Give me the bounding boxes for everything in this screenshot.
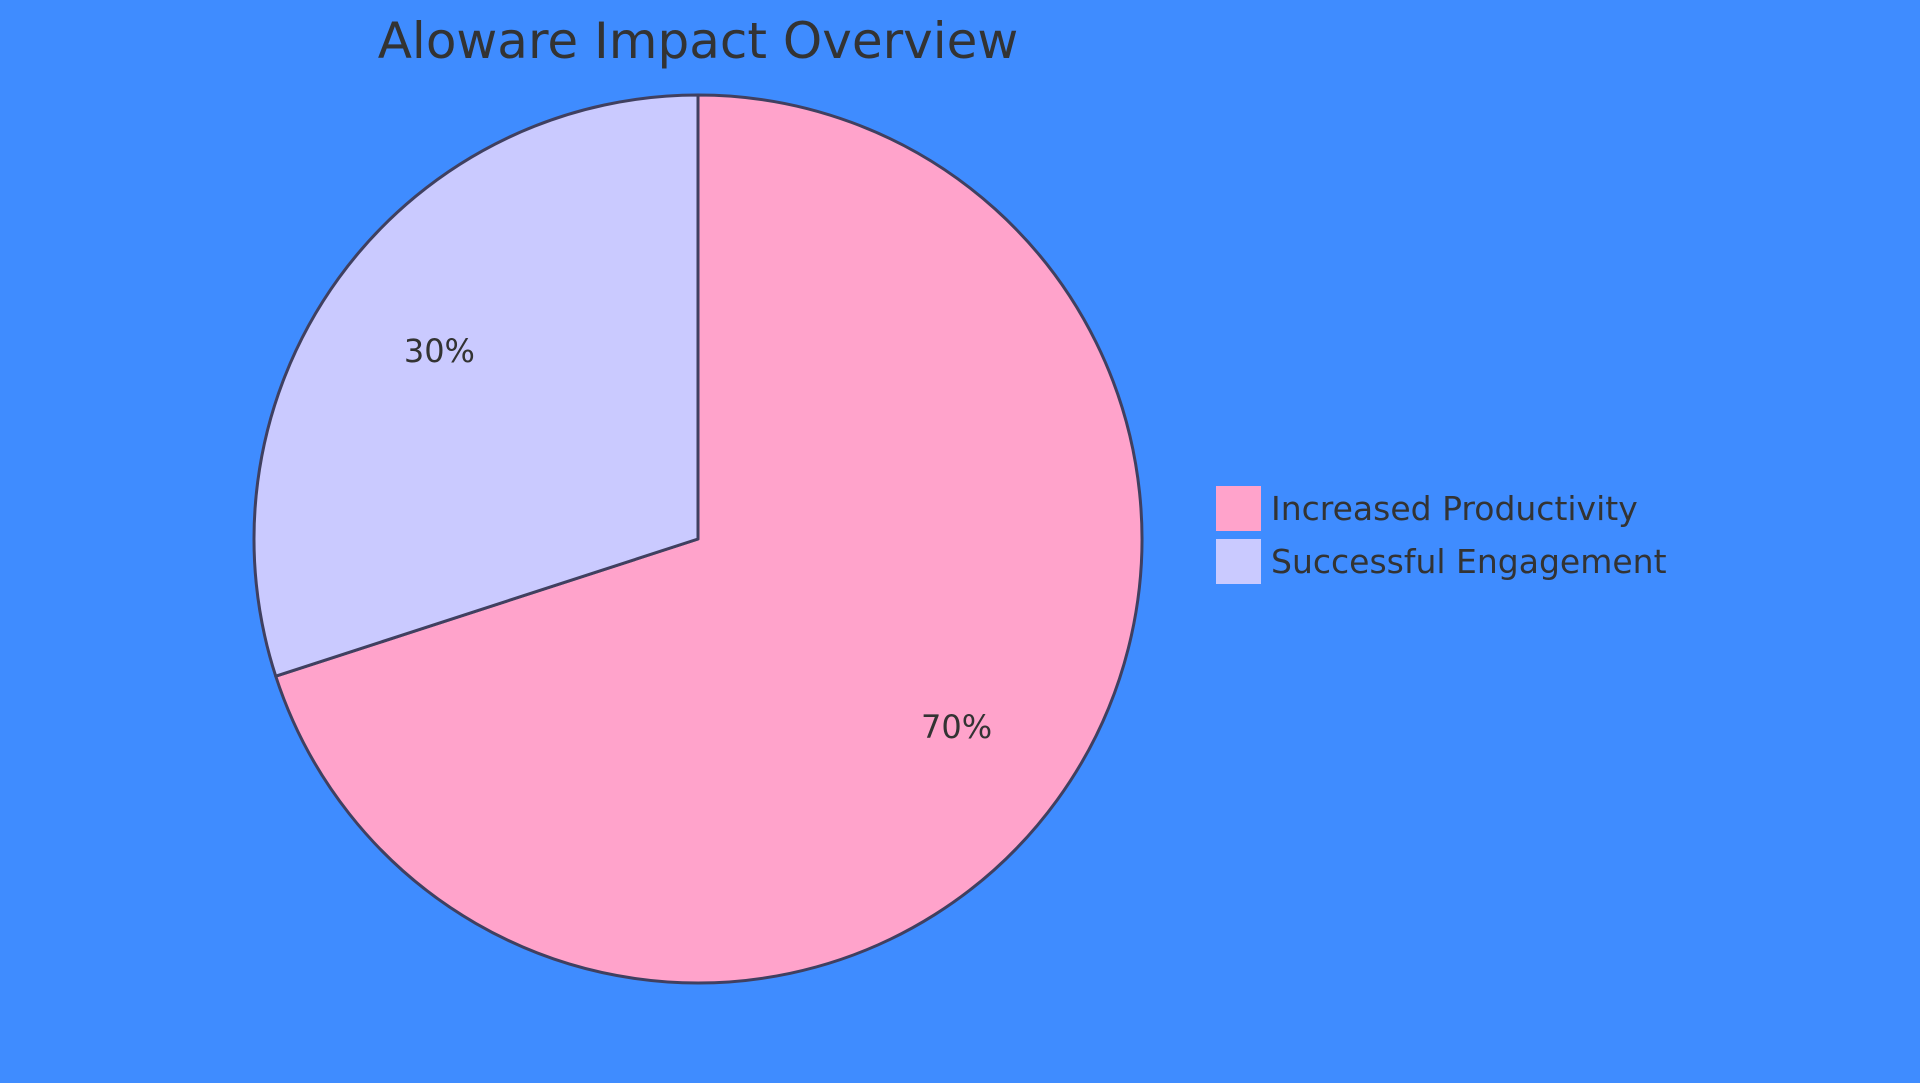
legend-swatch-successful-engagement [1216,539,1261,584]
slice-label-successful-engagement: 30% [404,332,475,370]
pie-slice-increased-productivity [274,93,1144,985]
legend: Increased Productivity Successful Engagem… [1216,486,1667,584]
pie-slice-successful-engagement [252,93,700,678]
pie-slices [252,93,1144,985]
legend-label-increased-productivity: Increased Productivity [1271,489,1638,528]
pie-slice-labels: 70% 30% [404,332,992,746]
slice-label-increased-productivity: 70% [921,708,992,746]
legend-label-successful-engagement: Successful Engagement [1271,542,1667,581]
chart-title: Aloware Impact Overview [378,12,1019,70]
legend-swatch-increased-productivity [1216,486,1261,531]
